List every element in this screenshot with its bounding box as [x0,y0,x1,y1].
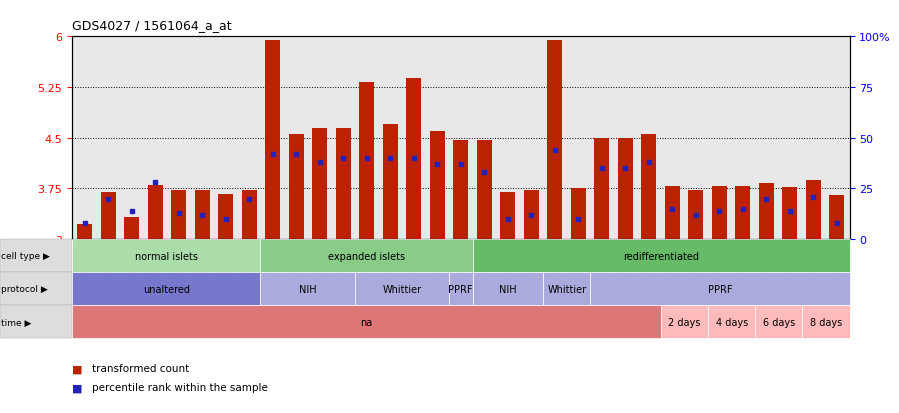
Text: 8 days: 8 days [810,317,842,327]
Bar [147,185,163,240]
Bar [759,183,774,240]
Bar [806,180,821,240]
Text: Whittier: Whittier [547,284,586,294]
Text: ■: ■ [72,363,83,373]
Bar [383,125,398,240]
Bar [77,225,93,240]
Bar [265,40,280,240]
Text: normal islets: normal islets [135,251,198,261]
Bar [289,135,304,240]
Bar [735,187,751,240]
Text: protocol ▶: protocol ▶ [1,285,48,294]
Text: redifferentiated: redifferentiated [623,251,699,261]
Bar [618,138,633,240]
Text: na: na [360,317,372,327]
Bar [500,192,515,240]
Bar [476,140,492,240]
Bar [523,191,539,240]
Text: NIH: NIH [499,284,517,294]
Bar [571,189,586,240]
Text: GDS4027 / 1561064_a_at: GDS4027 / 1561064_a_at [72,19,232,31]
Text: percentile rank within the sample: percentile rank within the sample [92,382,268,392]
Bar [829,196,844,240]
Text: PPRF: PPRF [708,284,732,294]
Text: expanded islets: expanded islets [328,251,405,261]
Text: PPRF: PPRF [449,284,473,294]
Bar [359,83,374,240]
Bar [312,128,327,240]
Bar [688,191,703,240]
Bar [664,187,680,240]
Bar [101,192,116,240]
Bar [430,132,445,240]
Text: time ▶: time ▶ [1,318,31,327]
Text: 2 days: 2 days [669,317,701,327]
Bar [195,191,210,240]
Bar [453,140,468,240]
Text: transformed count: transformed count [92,363,189,373]
Bar [547,40,563,240]
Text: NIH: NIH [298,284,316,294]
Bar [218,195,234,240]
Bar [711,187,726,240]
Bar [406,79,422,240]
Text: 4 days: 4 days [716,317,748,327]
Bar [641,135,656,240]
Bar [335,128,351,240]
Bar [242,191,257,240]
Text: 6 days: 6 days [762,317,795,327]
Text: ■: ■ [72,382,83,392]
Bar [782,188,797,240]
Text: cell type ▶: cell type ▶ [1,252,49,261]
Text: unaltered: unaltered [143,284,190,294]
Bar [594,138,610,240]
Bar [171,190,186,240]
Bar [124,218,139,240]
Text: Whittier: Whittier [382,284,422,294]
